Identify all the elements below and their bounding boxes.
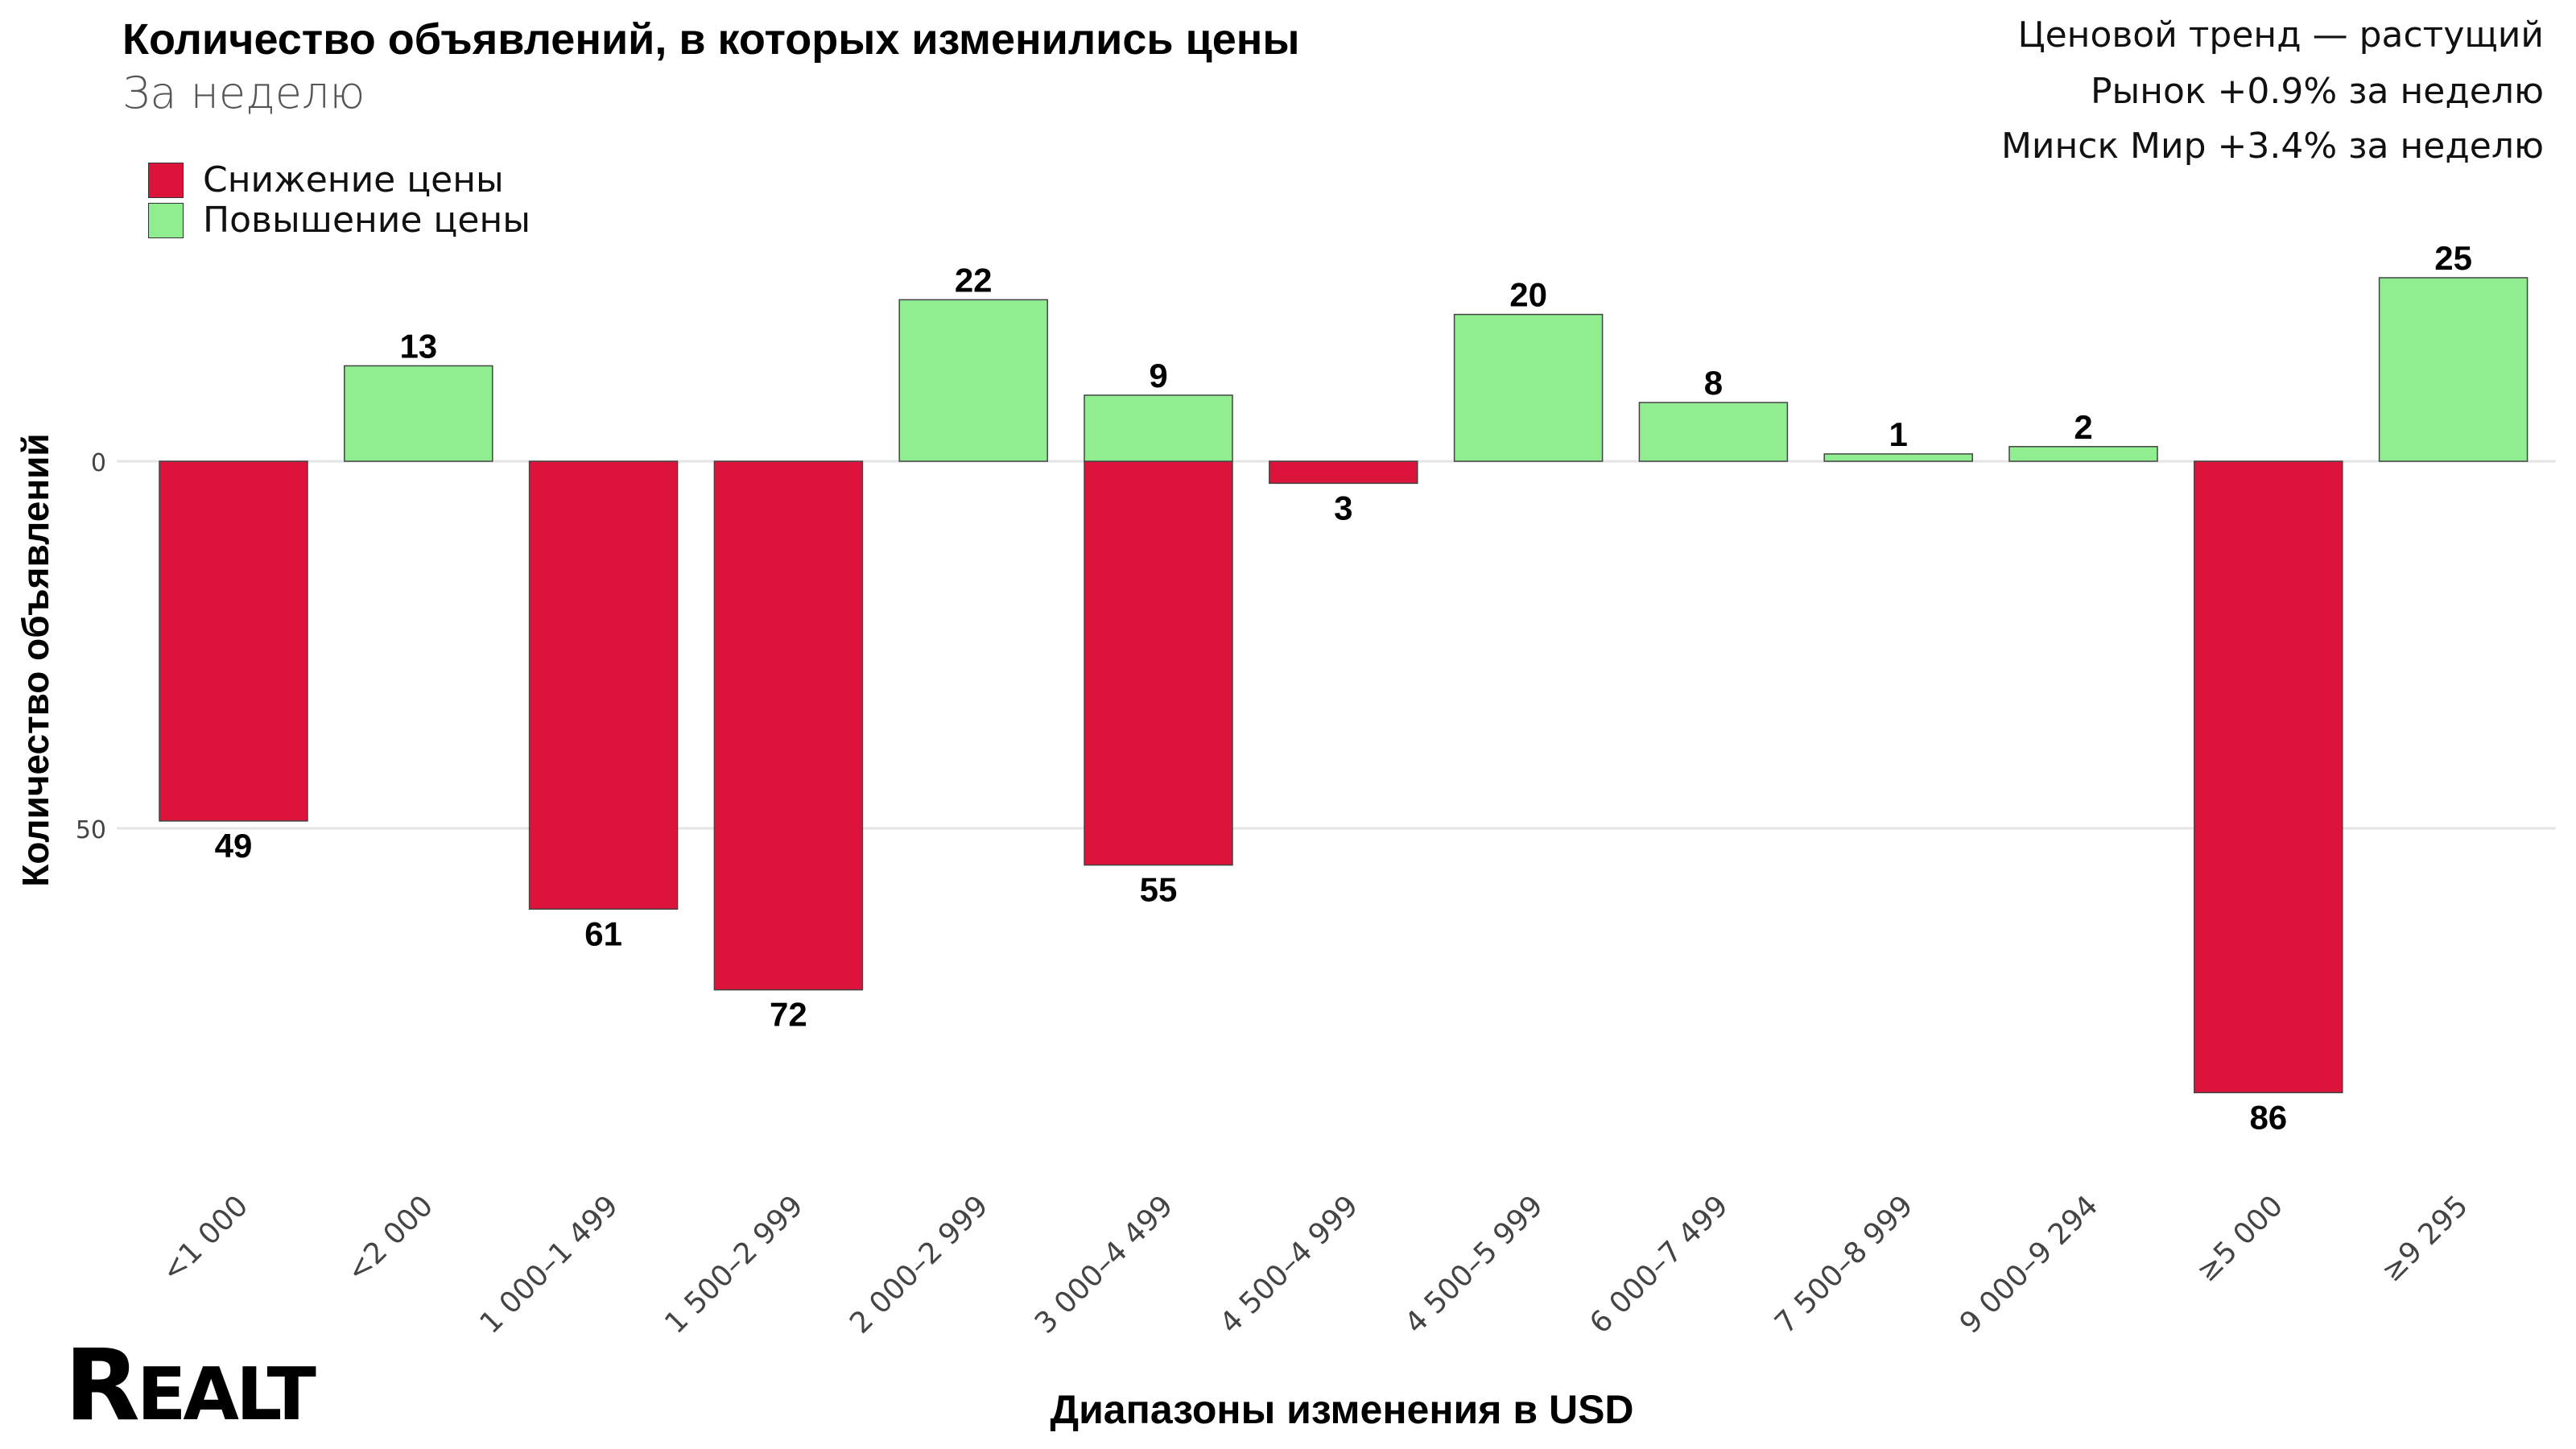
x-tick-label: 3 000–4 499	[1029, 1189, 1179, 1340]
bar-up	[1823, 453, 1973, 462]
legend-label: Повышение цены	[203, 200, 530, 241]
x-tick-label: <2 000	[341, 1189, 440, 1288]
x-tick-label: ≥5 000	[2190, 1189, 2289, 1288]
data-label: 13	[399, 327, 437, 365]
x-axis-title: Диапазоны изменения в USD	[1050, 1387, 1633, 1432]
market-change-text: Рынок +0.9% за неделю	[2091, 71, 2544, 112]
x-tick-label: 2 000–2 999	[844, 1189, 994, 1340]
legend-item-increase: Повышение цены	[148, 200, 530, 241]
bar-down	[1269, 460, 1418, 485]
realt-logo: REALT	[64, 1328, 316, 1443]
bar-down	[1084, 460, 1233, 866]
data-label: 86	[2249, 1098, 2287, 1136]
data-label: 55	[1140, 871, 1178, 909]
bar-up	[2008, 446, 2158, 462]
data-label: 22	[955, 261, 993, 299]
data-label: 1	[1889, 415, 1908, 453]
bar-down	[713, 460, 864, 991]
bar-up	[1084, 394, 1233, 462]
bar-up	[344, 365, 493, 462]
x-tick-label: 1 000–1 499	[473, 1189, 624, 1340]
district-change-text: Минск Мир +3.4% за неделю	[2000, 126, 2544, 167]
data-label: 61	[584, 914, 622, 952]
bar-up	[1638, 402, 1789, 462]
legend-swatch-decrease	[148, 162, 184, 198]
bar-up	[2378, 277, 2529, 462]
y-axis-title: Количество объявлений	[14, 433, 56, 886]
legend-label: Снижение цены	[203, 159, 504, 200]
data-label: 72	[770, 996, 807, 1034]
x-tick-label: 1 500–2 999	[658, 1189, 809, 1340]
data-label: 2	[2074, 408, 2092, 446]
x-tick-label: 4 500–4 999	[1214, 1189, 1364, 1340]
data-label: 8	[1704, 364, 1723, 402]
bar-down	[2194, 460, 2343, 1094]
x-tick-label: ≥9 295	[2376, 1189, 2475, 1288]
data-label: 49	[215, 827, 253, 865]
trend-text: Ценовой тренд — растущий	[2017, 14, 2544, 56]
x-tick-label: 6 000–7 499	[1583, 1189, 1734, 1340]
bar-down	[528, 460, 679, 910]
x-tick-label: 4 500–5 999	[1398, 1189, 1549, 1340]
data-label: 20	[1509, 276, 1547, 314]
data-label: 3	[1334, 489, 1352, 526]
x-tick-label: <1 000	[155, 1189, 254, 1288]
y-tick-label: 50	[76, 816, 106, 844]
x-tick-label: 9 000–9 294	[1954, 1189, 2104, 1340]
data-label: 25	[2434, 239, 2472, 277]
bar-up	[898, 299, 1048, 462]
legend-item-decrease: Снижение цены	[148, 159, 504, 200]
x-tick-label: 7 500–8 999	[1769, 1189, 1919, 1340]
bar-up	[1453, 313, 1604, 462]
legend-swatch-increase	[148, 202, 184, 238]
chart-subtitle: За неделю	[122, 68, 365, 118]
bar-down	[159, 460, 308, 822]
data-label: 9	[1149, 357, 1167, 394]
chart-title: Количество объявлений, в которых изменил…	[122, 15, 1300, 64]
y-tick-label: 0	[91, 449, 106, 477]
